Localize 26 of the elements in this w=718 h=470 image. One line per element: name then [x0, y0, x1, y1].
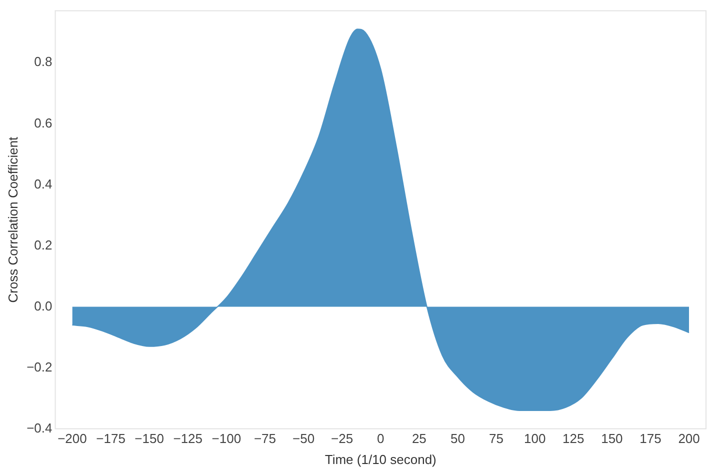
x-tick-label: 50 — [450, 431, 465, 446]
x-tick-label: −75 — [254, 431, 276, 446]
x-tick-label: −175 — [96, 431, 126, 446]
x-tick-label: −150 — [134, 431, 164, 446]
x-tick-label: −125 — [173, 431, 203, 446]
x-tick-label: 25 — [412, 431, 426, 446]
y-axis-title: Cross Correlation Coefficient — [5, 136, 20, 303]
x-tick-label: 200 — [678, 431, 700, 446]
x-tick-label: −50 — [292, 431, 315, 446]
y-tick-label: 0.8 — [34, 54, 52, 70]
x-tick-label: 75 — [489, 431, 504, 446]
y-tick-label: 0.4 — [34, 176, 52, 192]
x-tick-label: 175 — [640, 431, 662, 446]
y-tick-label: −0.2 — [26, 359, 52, 374]
y-tick-label: −0.4 — [26, 420, 52, 436]
x-tick-label: −100 — [212, 431, 242, 446]
x-tick-label: −25 — [331, 431, 354, 446]
y-tick-label: 0.6 — [34, 115, 52, 130]
x-axis-title: Time (1/10 second) — [324, 452, 436, 467]
x-tick-label: 125 — [562, 431, 584, 446]
x-tick-label: 0 — [377, 431, 384, 446]
y-tick-label: 0.2 — [34, 237, 52, 252]
x-tick-label: −200 — [58, 431, 87, 446]
y-tick-label: 0.0 — [34, 298, 52, 314]
x-tick-label: 150 — [601, 431, 623, 446]
x-tick-label: 100 — [524, 431, 546, 446]
